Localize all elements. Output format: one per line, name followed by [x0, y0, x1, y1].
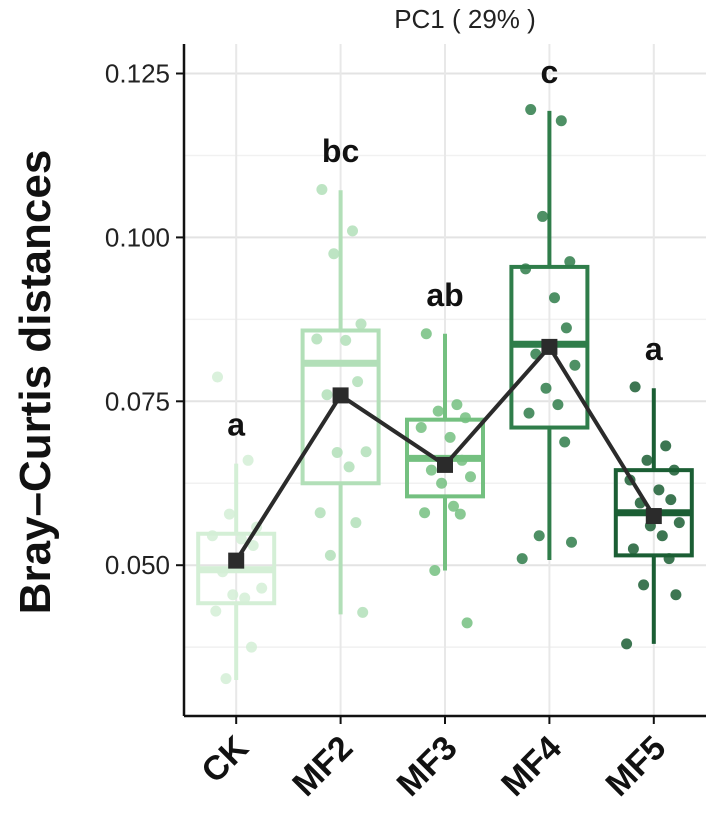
- data-point: [328, 248, 340, 260]
- y-axis-label: Bray–Curtis distances: [11, 150, 60, 615]
- data-point: [549, 292, 560, 304]
- data-point: [673, 517, 685, 529]
- significance-letter: c: [541, 54, 559, 90]
- labels: PC1 ( 29% ) Bray–Curtis distances abcabc…: [11, 4, 663, 614]
- data-point: [210, 605, 222, 617]
- data-point: [347, 225, 358, 237]
- data-point: [324, 549, 336, 561]
- y-tick-label: 0.050: [105, 550, 170, 580]
- data-point: [641, 454, 653, 466]
- data-point: [352, 376, 364, 388]
- significance-letter: a: [645, 331, 663, 367]
- data-point: [456, 454, 468, 466]
- data-point: [350, 517, 362, 529]
- x-tick-label: MF2: [285, 729, 360, 804]
- data-point: [516, 553, 528, 565]
- x-tick-label: MF4: [494, 729, 569, 804]
- data-point: [638, 579, 650, 591]
- y-tick-label: 0.125: [105, 59, 170, 89]
- mean-marker: [437, 456, 453, 473]
- data-point: [560, 322, 572, 334]
- data-point: [316, 184, 328, 196]
- data-point: [564, 256, 576, 268]
- data-point: [419, 507, 431, 519]
- data-point: [461, 617, 473, 629]
- data-point: [420, 328, 432, 340]
- significance-letter: ab: [426, 277, 463, 313]
- box-iqr: [300, 328, 381, 486]
- data-point: [629, 381, 641, 393]
- data-point: [311, 333, 323, 345]
- data-point: [432, 405, 444, 417]
- data-point: [459, 412, 471, 424]
- data-point: [340, 334, 352, 346]
- data-point: [256, 582, 268, 594]
- y-tick-label: 0.075: [105, 386, 170, 416]
- data-point: [425, 464, 437, 476]
- mean-marker: [228, 552, 245, 569]
- data-point: [668, 464, 680, 476]
- data-point: [627, 543, 639, 555]
- data-point: [321, 389, 333, 401]
- data-point: [520, 263, 532, 275]
- data-point: [566, 536, 577, 548]
- data-point: [247, 540, 259, 552]
- data-point: [206, 530, 218, 542]
- data-point: [448, 500, 459, 512]
- data-point: [314, 507, 326, 519]
- data-point: [663, 553, 675, 565]
- data-point: [212, 371, 223, 383]
- data-point: [540, 382, 552, 394]
- data-point: [415, 422, 427, 434]
- data-point: [621, 638, 633, 650]
- data-point: [665, 494, 677, 506]
- mean-line: [228, 338, 662, 569]
- data-point: [444, 431, 456, 443]
- data-point: [239, 592, 251, 604]
- data-point: [355, 318, 367, 330]
- data-point: [357, 606, 369, 618]
- mean-marker: [541, 338, 558, 355]
- data-point: [235, 533, 247, 545]
- mean-marker: [645, 508, 662, 525]
- data-point: [523, 407, 535, 419]
- mean-marker: [332, 387, 349, 404]
- data-point: [429, 564, 441, 576]
- x-tick-label: CK: [194, 728, 256, 790]
- data-point: [227, 589, 239, 601]
- data-point: [525, 104, 537, 116]
- data-point: [653, 484, 665, 496]
- y-tick-label: 0.100: [105, 222, 170, 252]
- x-tick-label: MF3: [390, 729, 465, 804]
- significance-letter: a: [227, 407, 245, 443]
- data-point: [552, 399, 564, 411]
- data-point: [660, 440, 672, 452]
- data-point: [360, 446, 372, 458]
- data-point: [223, 508, 235, 520]
- data-point: [242, 454, 254, 466]
- data-points: [206, 104, 685, 685]
- data-point: [670, 589, 682, 601]
- data-point: [217, 566, 229, 578]
- data-point: [555, 115, 567, 127]
- data-point: [343, 461, 355, 473]
- data-point: [436, 477, 448, 489]
- data-point: [331, 446, 343, 458]
- x-tick-label: MF5: [599, 729, 674, 804]
- data-point: [559, 436, 571, 448]
- data-point: [246, 641, 257, 653]
- data-point: [465, 471, 476, 483]
- data-point: [569, 359, 581, 371]
- data-point: [656, 530, 668, 542]
- significance-letter: bc: [322, 133, 359, 169]
- chart-title: PC1 ( 29% ): [394, 4, 536, 34]
- data-point: [533, 530, 545, 542]
- data-point: [454, 508, 466, 520]
- boxes: [196, 110, 694, 680]
- data-point: [451, 399, 463, 411]
- data-point: [220, 673, 232, 685]
- data-point: [537, 210, 549, 222]
